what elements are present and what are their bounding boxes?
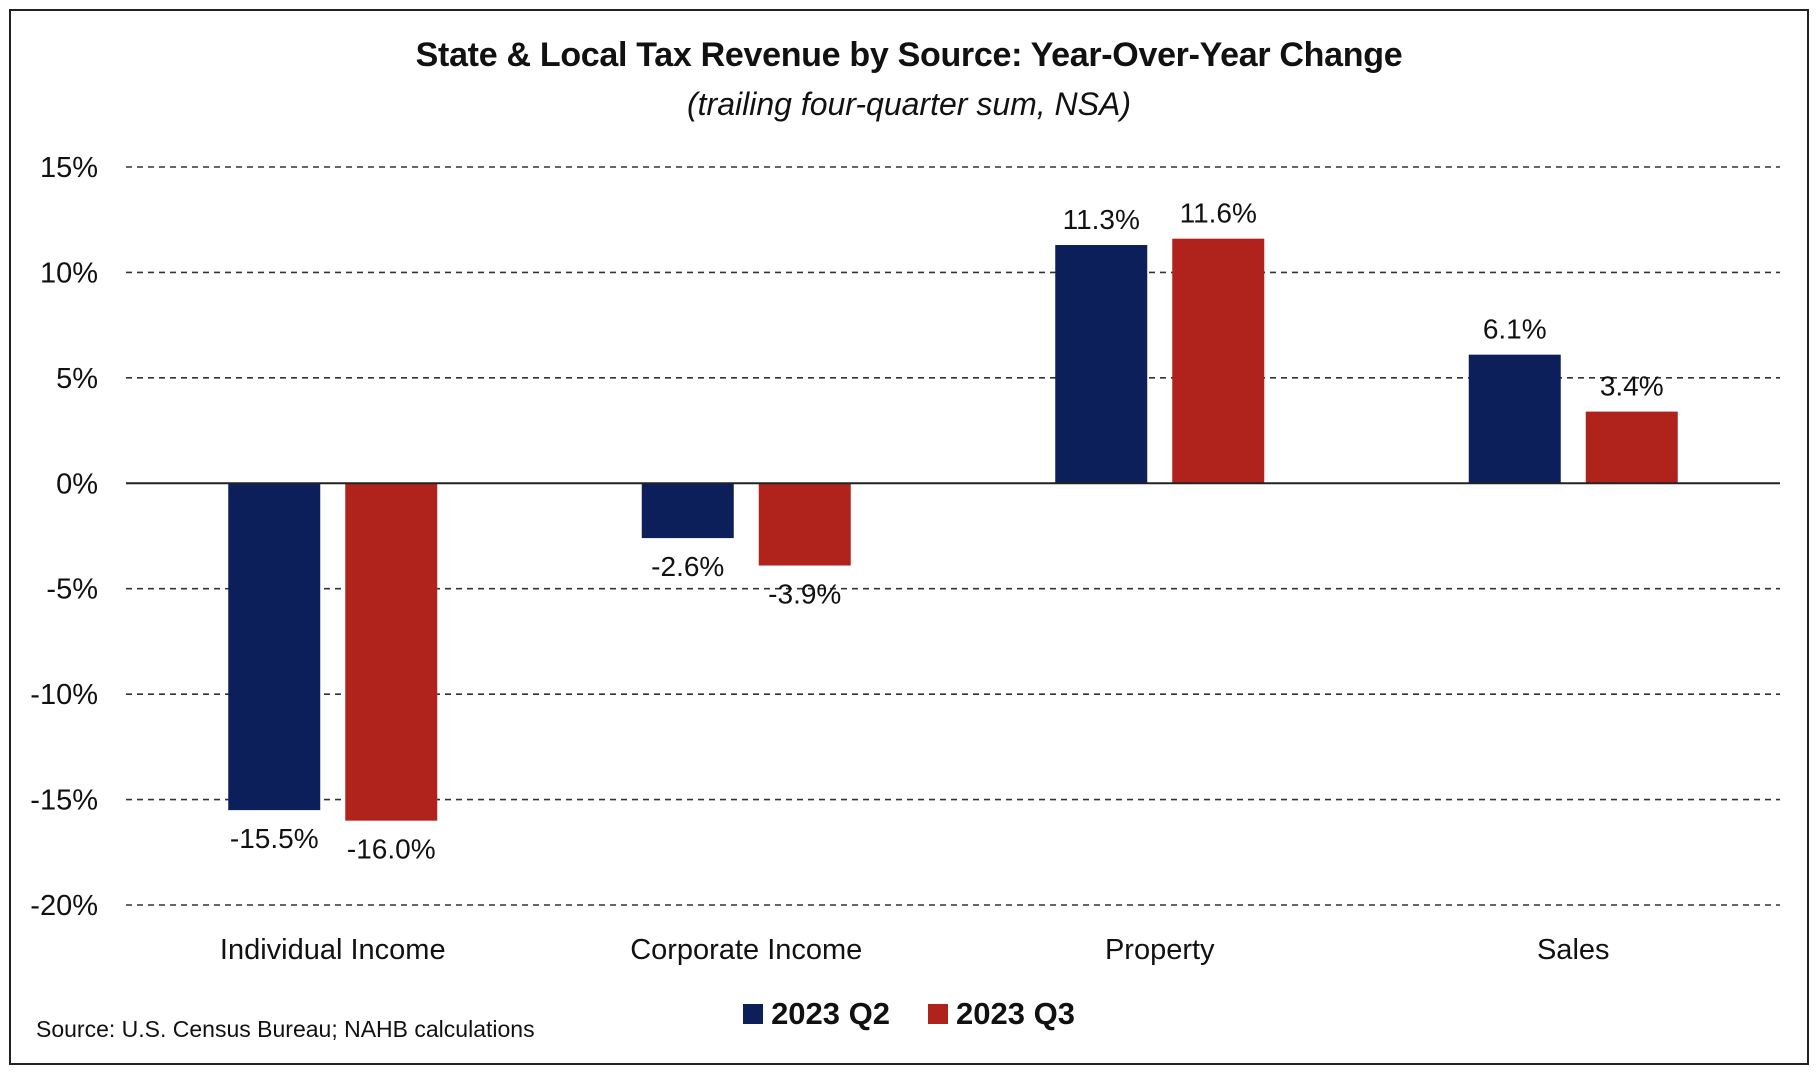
data-label: -15.5%	[230, 823, 319, 854]
data-label: -16.0%	[347, 834, 436, 865]
legend-swatch-q3	[928, 1004, 948, 1024]
chart-title: State & Local Tax Revenue by Source: Yea…	[415, 36, 1403, 74]
legend-label-q3: 2023 Q3	[956, 996, 1075, 1031]
bar	[228, 483, 321, 811]
bar	[641, 483, 734, 539]
bars	[228, 238, 1678, 821]
legend-item-q2: 2023 Q2	[743, 996, 890, 1032]
y-tick-label: -10%	[30, 679, 98, 711]
legend-item-q3: 2023 Q3	[928, 996, 1075, 1032]
y-tick-label: 15%	[40, 152, 98, 184]
y-tick-label: 5%	[56, 363, 98, 395]
x-tick-label: Individual Income	[220, 934, 446, 966]
legend-label-q2: 2023 Q2	[771, 996, 890, 1031]
x-tick-label: Sales	[1537, 934, 1610, 966]
y-tick-label: 0%	[56, 468, 98, 500]
bar	[758, 483, 851, 566]
legend-swatch-q2	[743, 1004, 764, 1024]
y-tick-label: -15%	[30, 785, 98, 817]
chart-subtitle: (trailing four-quarter sum, NSA)	[687, 86, 1131, 122]
data-label: 11.3%	[1063, 204, 1140, 235]
x-axis-ticks: Individual Income Corporate Income Propert…	[220, 934, 1610, 966]
data-label: 11.6%	[1180, 198, 1257, 229]
y-tick-label: -5%	[46, 574, 98, 606]
source-note: Source: U.S. Census Bureau; NAHB calcula…	[36, 1016, 535, 1042]
x-tick-label: Corporate Income	[630, 934, 862, 966]
data-label: -3.9%	[768, 579, 841, 610]
y-axis-ticks: 15% 10% 5% 0% -5% -10% -15% -20%	[30, 152, 98, 922]
bar	[1055, 245, 1148, 484]
legend: 2023 Q2 2023 Q3	[0, 996, 1818, 1032]
y-tick-label: -20%	[30, 890, 98, 922]
bar	[1468, 354, 1561, 484]
x-tick-label: Property	[1105, 934, 1215, 966]
bar	[345, 483, 438, 821]
bar	[1172, 238, 1265, 484]
y-tick-label: 10%	[40, 257, 98, 289]
bar	[1585, 411, 1678, 484]
data-label: -2.6%	[651, 551, 724, 582]
data-label: 6.1%	[1483, 314, 1547, 345]
data-labels: -15.5% -16.0% -2.6% -3.9% 11.3% 11.6% 6.1% 3.4%	[230, 198, 1664, 865]
data-label: 3.4%	[1600, 371, 1664, 402]
